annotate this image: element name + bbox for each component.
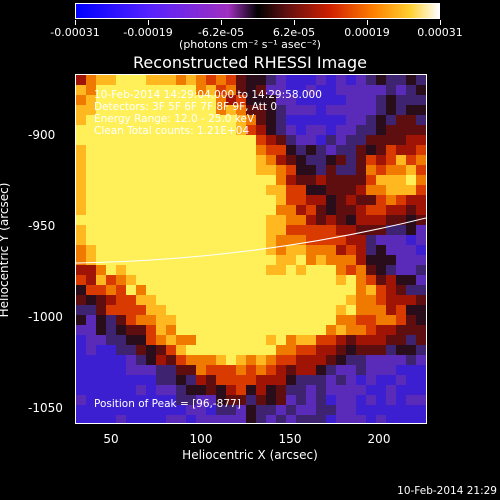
colorbar-tick (367, 20, 368, 25)
colorbar-units-label: (photons cm⁻² s⁻¹ asec⁻²) (179, 38, 321, 51)
colorbar-tick-label: -6.2e-05 (197, 26, 245, 39)
x-tick-label: 100 (189, 432, 213, 446)
colorbar-tick-label: 0.00031 (417, 26, 463, 39)
colorbar-tick (440, 20, 441, 25)
colorbar-tick (221, 20, 222, 25)
solar-limb-curve (76, 217, 426, 264)
x-tick-label: 150 (278, 432, 302, 446)
image-plot-area: 10-Feb-2014 14:29:04.000 to 14:29:58.000… (75, 74, 427, 424)
x-tick-label: 200 (367, 432, 391, 446)
colorbar-tick (75, 20, 76, 25)
x-axis-label: Heliocentric X (arcsec) (182, 448, 318, 462)
overlay-time-range: 10-Feb-2014 14:29:04.000 to 14:29:58.000 (94, 89, 322, 101)
overlay-detectors: Detectors: 3F 5F 6F 7F 8F 9F, Att 0 (94, 101, 278, 113)
colorbar-tick-label: -0.00019 (123, 26, 173, 39)
overlay-peak-position: Position of Peak = [96,-877] (94, 398, 241, 410)
timestamp: 10-Feb-2014 21:29 (397, 485, 497, 497)
x-tick-label: 50 (103, 432, 119, 446)
rhessi-heatmap (76, 75, 426, 423)
colorbar-tick (148, 20, 149, 25)
y-axis-label: Heliocentric Y (arcsec) (0, 182, 11, 318)
y-tick-label: -1000 (28, 310, 63, 324)
colorbar-tick-label: 6.2e-05 (272, 26, 316, 39)
y-tick-label: -950 (28, 219, 56, 233)
colorbar-tick-label: -0.00031 (50, 26, 100, 39)
overlay-energy-range: Energy Range: 12.0 - 25.0 keV (94, 113, 255, 125)
image-title: Reconstructed RHESSI Image (133, 53, 367, 72)
overlay-clean-counts: Clean Total counts: 1.21E+04 (94, 125, 250, 137)
y-tick-label: -900 (28, 128, 56, 142)
colorbar-tick (294, 20, 295, 25)
colorbar (75, 3, 440, 19)
colorbar-tick-label: 0.00019 (344, 26, 390, 39)
y-tick-label: -1050 (28, 401, 63, 415)
